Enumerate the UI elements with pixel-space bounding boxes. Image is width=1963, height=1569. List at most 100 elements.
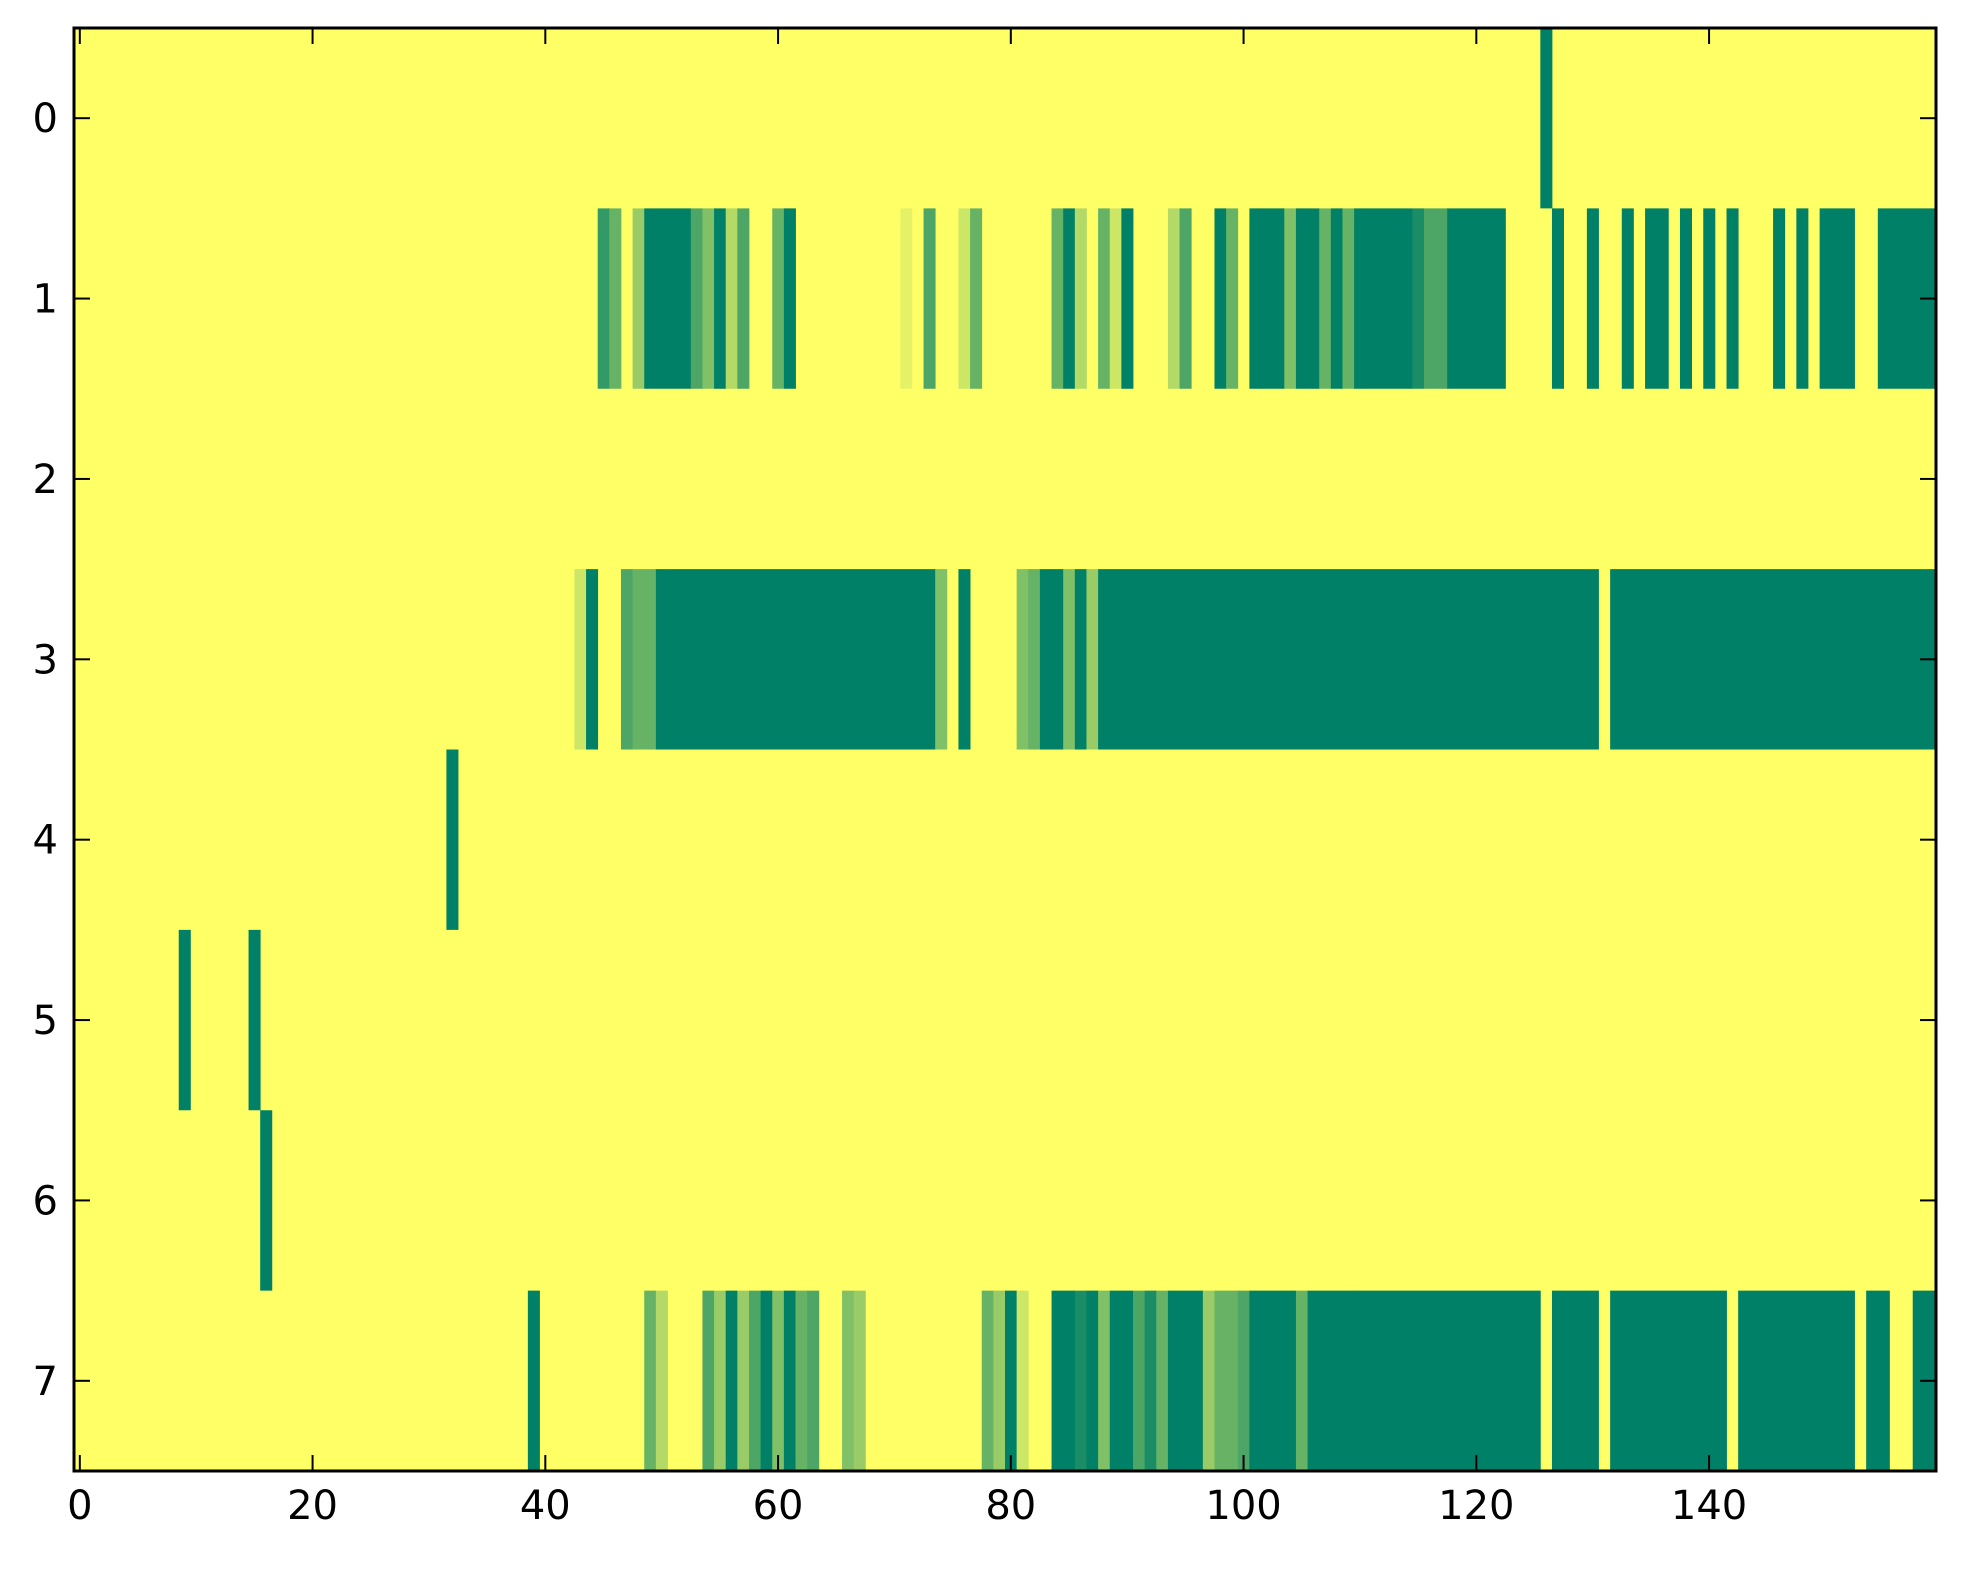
heatmap-cell [1703, 208, 1716, 389]
heatmap-cell [644, 208, 692, 389]
heatmap-cell [1249, 1290, 1297, 1472]
heatmap-cell [935, 569, 948, 750]
heatmap-cell [970, 208, 983, 389]
heatmap-cell [1773, 208, 1786, 389]
heatmap-cell [1726, 208, 1739, 389]
heatmap-cell [807, 1290, 820, 1472]
heatmap-cell [1098, 1290, 1111, 1472]
heatmap-cell [1179, 208, 1192, 389]
heatmap-cell [446, 749, 459, 930]
heatmap-cell [1738, 1290, 1855, 1472]
heatmap-cell [783, 208, 796, 389]
heatmap-cell [178, 929, 191, 1111]
x-tick-label: 60 [753, 1483, 804, 1529]
heatmap-cell [795, 1290, 808, 1472]
heatmap-cell [1295, 208, 1320, 389]
heatmap-cell [1295, 1290, 1308, 1472]
heatmap-cell [958, 569, 971, 750]
heatmap-cell [1307, 1290, 1355, 1472]
heatmap-cell [1121, 208, 1134, 389]
y-tick-label: 1 [33, 277, 58, 323]
heatmap-cell [1167, 1290, 1204, 1472]
heatmap-cell [725, 1290, 738, 1472]
heatmap-cell [1551, 208, 1564, 389]
heatmap-cell [1063, 569, 1076, 750]
heatmap-cell [772, 1290, 785, 1472]
heatmap-cell [1423, 208, 1448, 389]
heatmap-cell [667, 569, 936, 750]
x-tick-label: 100 [1205, 1483, 1281, 1529]
heatmap-cell [842, 1290, 855, 1472]
x-tick-label: 40 [520, 1483, 571, 1529]
x-tick-label: 120 [1438, 1483, 1514, 1529]
heatmap-cell [702, 208, 715, 389]
heatmap-cell [1016, 569, 1029, 750]
heatmap-cell [1016, 1290, 1029, 1472]
heatmap-cell [1540, 28, 1553, 209]
heatmap-cell [1679, 208, 1693, 389]
heatmap-cell [772, 208, 785, 389]
y-tick-label: 0 [33, 96, 58, 142]
heatmap-cell [993, 1290, 1006, 1472]
x-tick-label: 140 [1671, 1483, 1747, 1529]
heatmap-cell [1074, 208, 1087, 389]
y-tick-label: 7 [33, 1359, 58, 1405]
heatmap-cell [1005, 1290, 1018, 1472]
heatmap-cell [1051, 208, 1064, 389]
heatmap-cell [1586, 208, 1599, 389]
heatmap-cell [1249, 208, 1262, 389]
heatmap-cell [1144, 1290, 1157, 1472]
heatmap-cell [900, 208, 913, 389]
heatmap-cell [737, 208, 750, 389]
heatmap-cell [748, 1290, 762, 1472]
heatmap-cell [1354, 208, 1367, 389]
x-tick-labels: 0 20 40 60 80 100 120 140 [67, 1483, 1747, 1529]
y-tick-label: 6 [33, 1178, 58, 1224]
heatmap-cell [1214, 1290, 1239, 1472]
heatmap-cell [923, 208, 936, 389]
heatmap-cell [1610, 1290, 1727, 1472]
heatmap-cell [1796, 208, 1809, 389]
x-tick-label: 20 [287, 1483, 338, 1529]
y-tick-label: 2 [33, 457, 58, 503]
heatmap-cell [1063, 208, 1076, 389]
heatmap-cell [609, 208, 622, 389]
heatmap-cell [1074, 569, 1087, 750]
heatmap-cell [1412, 208, 1425, 389]
heatmap-cell [958, 208, 971, 389]
y-tick-labels: 0 1 2 3 4 5 6 7 [33, 96, 58, 1405]
heatmap-cell [690, 208, 703, 389]
heatmap-cell [1319, 208, 1332, 389]
heatmap-cell [1365, 208, 1413, 389]
heatmap-cell [714, 208, 727, 389]
heatmap-cell [1610, 569, 1937, 750]
y-tick-label: 3 [33, 637, 58, 683]
heatmap-cell [1284, 208, 1297, 389]
heatmap-cell [597, 208, 610, 389]
heatmap-cell [1237, 1290, 1250, 1472]
heatmap-cell [783, 1290, 796, 1472]
heatmap-cell [1226, 208, 1239, 389]
heatmap-cell [527, 1290, 540, 1472]
heatmap-cell [1051, 1290, 1076, 1472]
heatmap-cell [853, 1290, 866, 1472]
heatmap-cell [1086, 1290, 1099, 1472]
heatmap-cell [644, 1290, 657, 1472]
y-tick-label: 4 [33, 818, 58, 864]
heatmap-cell [1214, 208, 1227, 389]
heatmap-cell [1109, 208, 1122, 389]
heatmap-cell [1039, 569, 1064, 750]
heatmap-cell [260, 1110, 273, 1291]
heatmap-cell [655, 1290, 668, 1472]
heatmap-cell [1342, 208, 1355, 389]
heatmap-cell [632, 569, 657, 750]
heatmap-cell [1156, 1290, 1169, 1472]
heatmap-cell [632, 208, 645, 389]
heatmap-cell [1447, 208, 1506, 389]
heatmap-cell [1819, 208, 1855, 389]
heatmap-cell [1098, 208, 1111, 389]
heatmap-cell [1074, 1290, 1087, 1472]
heatmap-cell [1098, 569, 1599, 750]
heatmap-cell [248, 929, 261, 1111]
heatmap-cell [737, 1290, 750, 1472]
